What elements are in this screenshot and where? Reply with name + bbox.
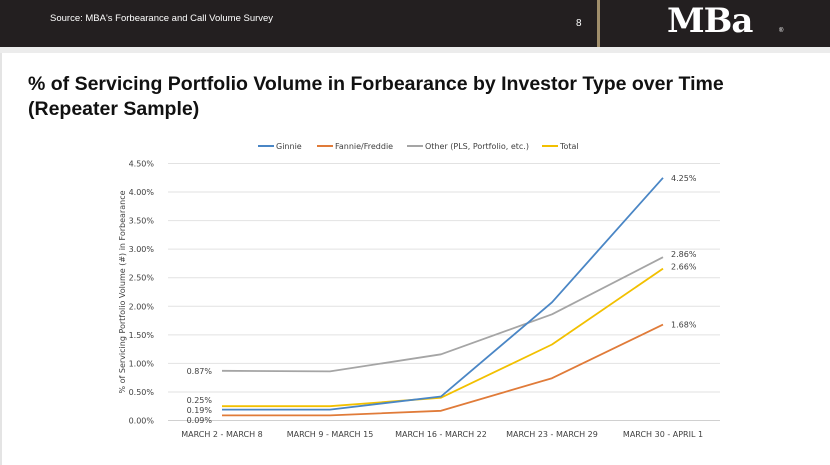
- y-tick-label: 4.50%: [129, 160, 155, 169]
- legend-label: Ginnie: [276, 142, 302, 151]
- legend-label: Other (PLS, Portfolio, etc.): [425, 142, 529, 151]
- x-tick-label: MARCH 16 - MARCH 22: [395, 430, 487, 439]
- y-tick-label: 2.00%: [129, 302, 155, 311]
- y-tick-label: 4.00%: [129, 188, 155, 197]
- header-band: [0, 47, 830, 53]
- header-divider: [597, 0, 600, 47]
- x-tick-label: MARCH 23 - MARCH 29: [506, 430, 598, 439]
- data-labels: 0.19% 4.25% 0.09% 1.68% 0.87% 2.86% 0.25% 2.66%: [187, 174, 697, 425]
- slide-edge: [0, 53, 2, 465]
- legend: Ginnie Fannie/Freddie Other (PLS, Portfoli…: [258, 142, 579, 151]
- series-line-other-pls-portfolio-etc: [221, 256, 664, 373]
- data-label: 2.86%: [671, 250, 697, 259]
- y-tick-label: 0.50%: [129, 388, 155, 397]
- data-label: 0.09%: [187, 416, 213, 425]
- header-bar: Source: MBA's Forbearance and Call Volum…: [0, 0, 830, 47]
- y-tick-label: 3.50%: [129, 217, 155, 226]
- series-line-ginnie: [222, 177, 664, 411]
- y-tick-label: 2.50%: [129, 274, 155, 283]
- gridlines: [168, 163, 720, 421]
- x-tick-label: MARCH 30 - APRIL 1: [623, 430, 703, 439]
- legend-label: Fannie/Freddie: [335, 142, 393, 151]
- source-note: Source: MBA's Forbearance and Call Volum…: [50, 13, 274, 24]
- series-line-total: [222, 267, 664, 408]
- mba-logo: MBa: [667, 1, 753, 41]
- x-tick-label: MARCH 2 - MARCH 8: [181, 430, 263, 439]
- data-label: 0.19%: [187, 406, 213, 415]
- series-line-fannie-freddie: [222, 323, 664, 417]
- y-tick-label: 0.00%: [129, 417, 155, 426]
- x-tick-label: MARCH 9 - MARCH 15: [287, 430, 374, 439]
- y-tick-label: 1.00%: [129, 359, 155, 368]
- page-number: 8: [576, 18, 582, 29]
- legend-label: Total: [559, 142, 579, 151]
- series-lines: [221, 177, 664, 417]
- y-tick-label: 3.00%: [129, 245, 155, 254]
- y-axis-ticks: 0.00% 0.50% 1.00% 1.50% 2.00% 2.50% 3.00% 3.50%…: [129, 160, 155, 426]
- x-axis-ticks: MARCH 2 - MARCH 8 MARCH 9 - MARCH 15 MARCH…: [181, 430, 703, 439]
- data-label: 2.66%: [671, 263, 697, 272]
- registered-mark: ®: [779, 28, 784, 34]
- data-label: 0.25%: [187, 396, 213, 405]
- data-label: 1.68%: [671, 321, 697, 330]
- page-title: % of Servicing Portfolio Volume in Forbe…: [28, 73, 724, 120]
- y-tick-label: 1.50%: [129, 331, 155, 340]
- data-label: 0.87%: [187, 367, 213, 376]
- data-label: 4.25%: [671, 174, 697, 183]
- y-axis-label: % of Servicing Portfolio Volume (#) in F…: [118, 190, 127, 393]
